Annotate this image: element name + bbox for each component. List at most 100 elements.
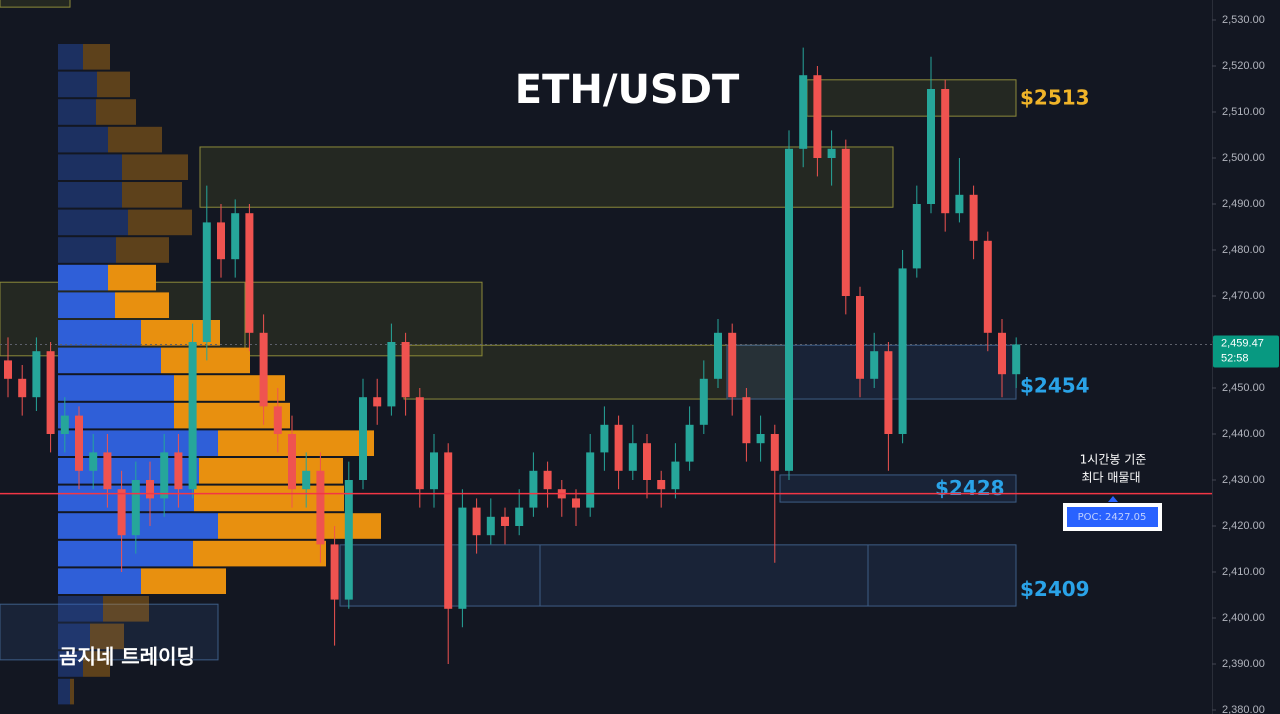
zone-label: $2409 <box>1020 577 1090 601</box>
candle-body <box>955 194 964 214</box>
candle-body <box>231 213 240 260</box>
candle-body <box>60 415 69 435</box>
y-tick-label: 2,420.00 <box>1222 520 1265 532</box>
candle-body <box>657 480 666 490</box>
demand-zone <box>0 603 219 661</box>
buy-volume <box>58 154 122 181</box>
candle-body <box>202 222 211 343</box>
candle-body <box>430 452 438 490</box>
candle-body <box>273 406 282 435</box>
candle-body <box>245 213 254 333</box>
candle-body <box>373 397 382 407</box>
candle-body <box>444 452 453 609</box>
y-tick-label: 2,480.00 <box>1222 244 1265 256</box>
buy-volume <box>58 99 96 125</box>
demand-zone <box>779 474 1017 503</box>
sell-volume <box>115 292 169 319</box>
buy-volume <box>58 568 141 594</box>
buy-volume <box>58 651 83 677</box>
sell-volume <box>116 237 169 263</box>
sell-volume <box>96 99 136 125</box>
candle-body <box>628 443 637 471</box>
buy-volume <box>58 623 90 650</box>
candle-body <box>46 351 55 435</box>
y-tick-label: 2,430.00 <box>1222 474 1265 486</box>
candle-body <box>515 507 524 527</box>
candle-body <box>998 332 1006 375</box>
candle-body <box>884 351 893 435</box>
y-tick-label: 2,380.00 <box>1222 704 1265 714</box>
candle-body <box>458 507 467 609</box>
candle-body <box>827 148 836 159</box>
sell-volume <box>97 71 130 98</box>
candle-body <box>714 332 722 379</box>
poc-box <box>1067 507 1158 527</box>
candle-body <box>728 332 737 398</box>
y-tick-label: 2,510.00 <box>1222 106 1265 118</box>
poc-note: 1시간봉 기준 <box>1080 453 1147 467</box>
candle-body <box>671 461 680 490</box>
price-tag-countdown: 52:58 <box>1221 352 1249 364</box>
candle-body <box>643 443 651 481</box>
candle-body <box>302 470 311 490</box>
candle-body <box>969 194 978 241</box>
buy-volume <box>58 678 70 705</box>
buy-volume <box>58 375 174 401</box>
candle-body <box>330 544 339 600</box>
candle-body <box>472 507 481 536</box>
supply-zone <box>403 344 791 400</box>
watermark: 곰지네 트레이딩 <box>59 645 195 669</box>
candle-body <box>870 351 879 379</box>
candle-body <box>288 434 296 490</box>
sell-volume <box>103 596 149 622</box>
candle-body <box>699 378 708 425</box>
buy-volume <box>58 44 83 70</box>
zone-label: $2428 <box>935 476 1005 500</box>
sell-volume <box>141 568 226 594</box>
candle-body <box>401 342 410 398</box>
candle-body <box>856 296 864 379</box>
candle-body <box>344 480 353 600</box>
sell-volume <box>122 154 188 181</box>
zone-label: $2513 <box>1020 85 1090 109</box>
y-tick-label: 2,500.00 <box>1222 152 1265 164</box>
poc-note: 최다 매물대 <box>1081 471 1140 485</box>
sell-volume <box>108 126 162 153</box>
buy-volume <box>58 237 116 263</box>
sell-volume <box>70 678 74 705</box>
y-tick-label: 2,520.00 <box>1222 60 1265 72</box>
candle-body <box>742 397 751 444</box>
candle-body <box>983 240 992 333</box>
buy-volume <box>58 182 122 208</box>
candle-body <box>912 204 921 269</box>
sell-volume <box>122 182 182 208</box>
candle-body <box>799 75 808 149</box>
sell-volume <box>161 347 250 374</box>
candle-body <box>103 452 112 490</box>
candle-body <box>117 489 126 536</box>
candle-body <box>188 342 197 490</box>
candle-body <box>217 222 225 260</box>
candle-body <box>75 415 83 471</box>
y-tick-label: 2,400.00 <box>1222 612 1265 624</box>
y-tick-label: 2,450.00 <box>1222 382 1265 394</box>
candle-body <box>1012 344 1021 375</box>
y-tick-label: 2,490.00 <box>1222 198 1265 210</box>
buy-volume <box>58 71 97 98</box>
buy-volume <box>58 126 108 153</box>
candle-body <box>529 470 538 508</box>
candle-body <box>586 452 595 508</box>
candle-body <box>359 397 367 481</box>
candle-body <box>89 452 98 471</box>
candle-body <box>18 378 27 398</box>
supply-zone <box>0 0 71 8</box>
sell-volume <box>90 623 124 650</box>
candle-body <box>685 424 694 462</box>
candle-body <box>415 397 424 490</box>
buy-volume <box>58 209 128 236</box>
y-tick-label: 2,390.00 <box>1222 658 1265 670</box>
sell-volume <box>108 264 156 291</box>
candle-body <box>785 148 793 471</box>
sell-volume <box>128 209 192 236</box>
buy-volume <box>58 264 108 291</box>
